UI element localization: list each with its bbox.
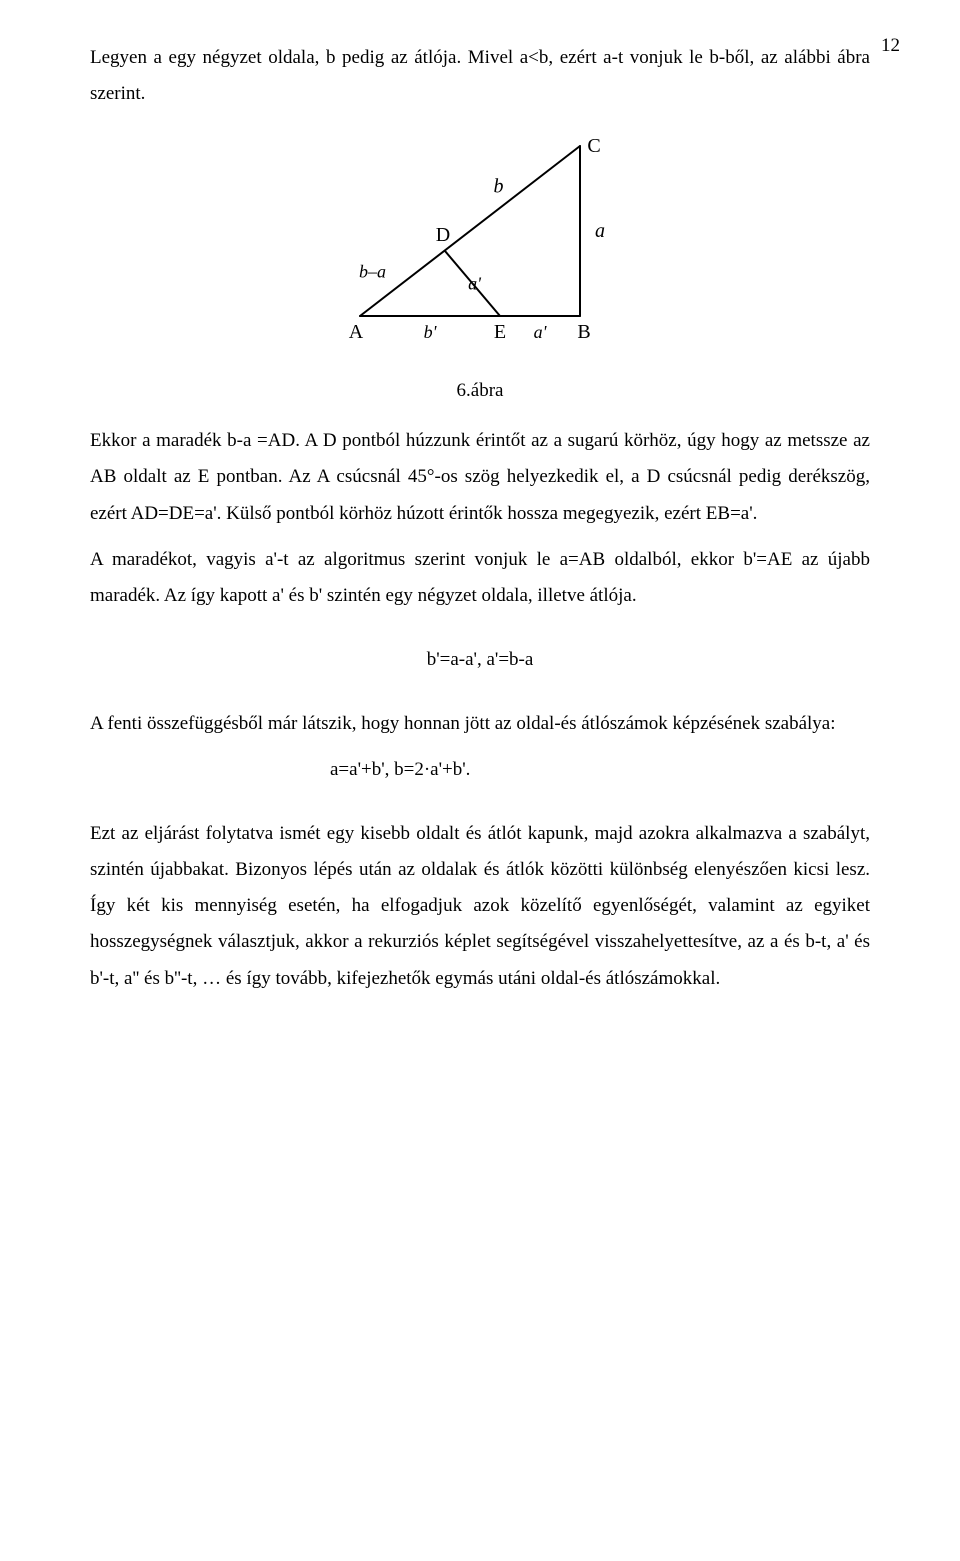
svg-text:a': a' <box>468 274 482 294</box>
svg-text:a': a' <box>534 322 548 342</box>
svg-text:B: B <box>577 321 590 343</box>
svg-text:b–a: b–a <box>359 262 386 282</box>
figure-6-caption: 6.ábra <box>90 373 870 409</box>
paragraph-1: Legyen a egy négyzet oldala, b pedig az … <box>90 40 870 112</box>
paragraph-3: A maradékot, vagyis a'-t az algoritmus s… <box>90 542 870 614</box>
paragraph-2: Ekkor a maradék b-a =AD. A D pontból húz… <box>90 423 870 531</box>
document-page: 12 Legyen a egy négyzet oldala, b pedig … <box>0 0 960 1561</box>
triangle-diagram: A B C D Eb a b–a a' b' a' <box>320 126 640 356</box>
svg-text:b: b <box>494 176 504 198</box>
svg-text:D: D <box>436 224 450 246</box>
equation-1: b'=a-a', a'=b-a <box>90 642 870 678</box>
svg-text:E: E <box>494 321 506 343</box>
paragraph-5: Ezt az eljárást folytatva ismét egy kise… <box>90 816 870 996</box>
page-number: 12 <box>881 28 900 64</box>
svg-text:A: A <box>349 321 364 343</box>
svg-text:C: C <box>587 135 600 157</box>
svg-text:b': b' <box>424 322 438 342</box>
svg-text:a: a <box>595 220 605 242</box>
figure-6: A B C D Eb a b–a a' b' a' <box>90 126 870 369</box>
equation-2: a=a'+b', b=2·a'+b'. <box>90 752 870 788</box>
paragraph-4: A fenti összefüggésből már látszik, hogy… <box>90 706 870 742</box>
